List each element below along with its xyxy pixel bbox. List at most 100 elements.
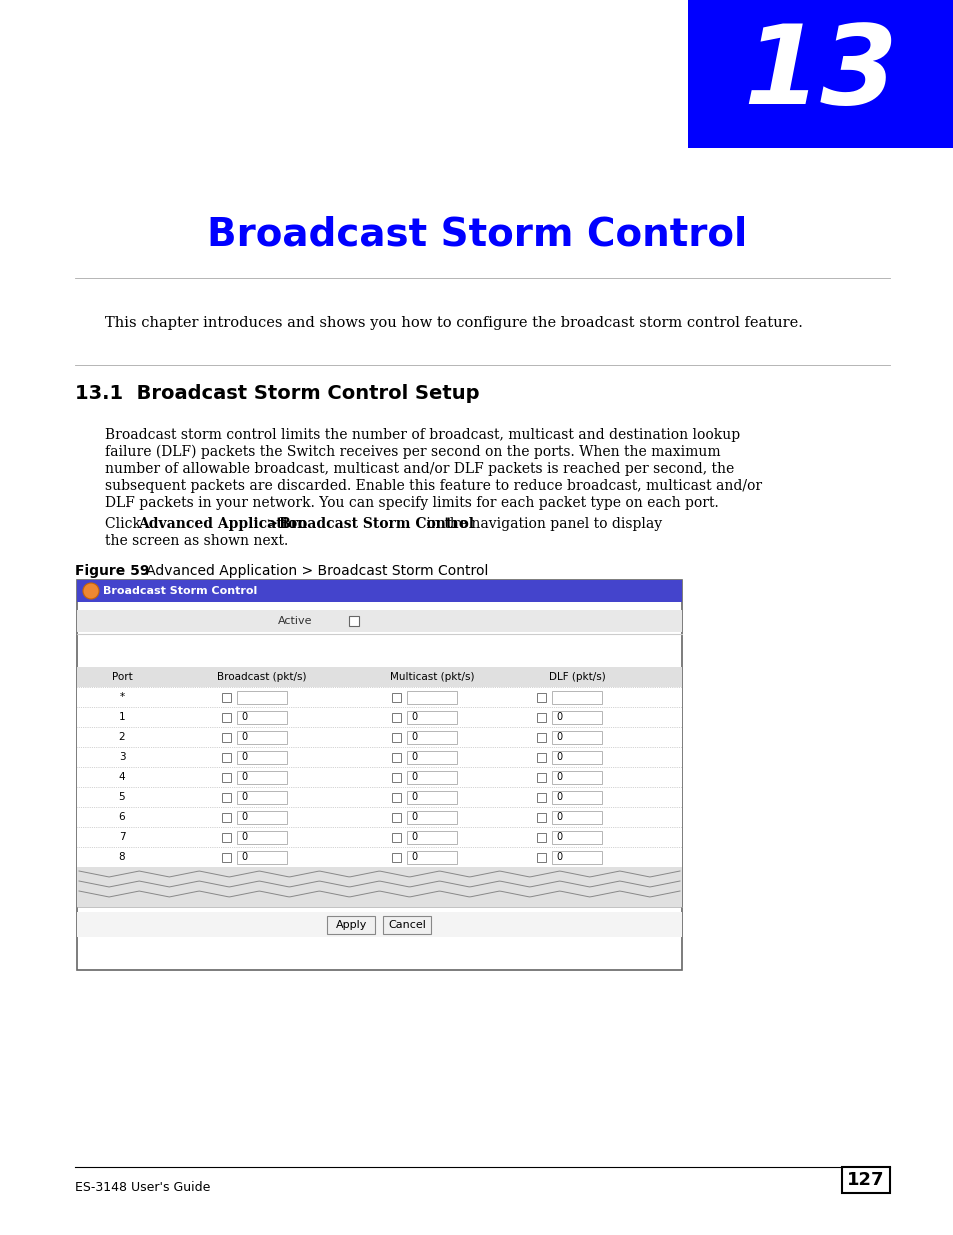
Text: Broadcast (pkt/s): Broadcast (pkt/s) [217,672,307,682]
Bar [77,827,681,847]
Bar [236,690,287,704]
Text: 0: 0 [556,811,561,823]
Bar [236,851,287,863]
Bar [222,793,231,802]
Text: 3: 3 [118,752,125,762]
Circle shape [83,583,99,599]
Text: Broadcast storm control limits the number of broadcast, multicast and destinatio: Broadcast storm control limits the numbe… [105,429,740,442]
Text: 0: 0 [241,832,247,842]
Text: 13.1  Broadcast Storm Control Setup: 13.1 Broadcast Storm Control Setup [75,384,479,403]
Bar [222,832,231,841]
Text: Port: Port [112,672,132,682]
Bar [407,790,456,804]
Text: 6: 6 [118,811,125,823]
Text: 127: 127 [846,1171,883,1189]
Bar [537,773,545,782]
Text: Multicast (pkt/s): Multicast (pkt/s) [390,672,474,682]
Bar [392,732,400,741]
Bar [687,0,953,148]
Bar [841,1167,889,1193]
Bar [236,830,287,844]
Text: 0: 0 [411,752,416,762]
Text: 0: 0 [556,713,561,722]
Text: 0: 0 [241,811,247,823]
Bar [407,690,456,704]
Bar [236,710,287,724]
Text: 0: 0 [241,752,247,762]
Bar [392,852,400,862]
Bar [77,727,681,747]
Bar [222,713,231,721]
Bar [552,730,601,743]
Text: 0: 0 [241,713,247,722]
Bar [236,790,287,804]
Text: This chapter introduces and shows you how to configure the broadcast storm contr: This chapter introduces and shows you ho… [105,316,802,330]
Text: the screen as shown next.: the screen as shown next. [105,534,288,548]
Bar [222,693,231,701]
Bar [407,851,456,863]
Text: 0: 0 [411,732,416,742]
Bar [407,810,456,824]
Text: 0: 0 [556,852,561,862]
Bar [407,830,456,844]
Text: Broadcast Storm Control: Broadcast Storm Control [103,585,257,597]
Bar [537,713,545,721]
Bar [77,767,681,787]
Bar [392,813,400,821]
Text: Advanced Application > Broadcast Storm Control: Advanced Application > Broadcast Storm C… [133,564,488,578]
Bar [77,787,681,806]
Bar [77,867,681,906]
Bar [552,790,601,804]
Bar [236,751,287,763]
Text: Apply: Apply [335,920,367,930]
Text: 0: 0 [411,811,416,823]
Text: 0: 0 [241,732,247,742]
Bar [222,732,231,741]
Bar [552,830,601,844]
Bar [407,710,456,724]
Bar [537,832,545,841]
Text: Broadcast Storm Control: Broadcast Storm Control [278,517,474,531]
Bar [222,813,231,821]
Bar [537,813,545,821]
Bar [537,693,545,701]
Bar [77,687,681,706]
Text: 0: 0 [556,732,561,742]
Text: 8: 8 [118,852,125,862]
Bar [383,915,431,934]
Text: Broadcast Storm Control: Broadcast Storm Control [207,215,746,253]
Text: number of allowable broadcast, multicast and/or DLF packets is reached per secon: number of allowable broadcast, multicast… [105,462,734,475]
Text: *: * [119,692,125,701]
Bar [552,771,601,783]
Bar [236,730,287,743]
Bar [552,710,601,724]
Bar [392,693,400,701]
Bar [236,771,287,783]
Bar [236,810,287,824]
Text: in the navigation panel to display: in the navigation panel to display [421,517,661,531]
Bar [77,580,681,601]
Text: ES-3148 User's Guide: ES-3148 User's Guide [75,1181,211,1194]
Text: 1: 1 [118,713,125,722]
Text: Advanced Application: Advanced Application [138,517,307,531]
Bar [222,773,231,782]
Text: 2: 2 [118,732,125,742]
Text: 0: 0 [241,852,247,862]
Bar [392,752,400,762]
Text: 7: 7 [118,832,125,842]
Bar [552,810,601,824]
Bar [537,752,545,762]
Text: 0: 0 [556,752,561,762]
Text: 0: 0 [411,713,416,722]
Text: 0: 0 [556,832,561,842]
Text: 0: 0 [241,772,247,782]
Bar [77,610,681,632]
Text: 0: 0 [556,772,561,782]
Bar [77,911,681,937]
Text: DLF (pkt/s): DLF (pkt/s) [548,672,605,682]
Bar [407,730,456,743]
Text: 0: 0 [241,792,247,802]
Bar [222,752,231,762]
Bar [392,713,400,721]
Bar [77,706,681,727]
